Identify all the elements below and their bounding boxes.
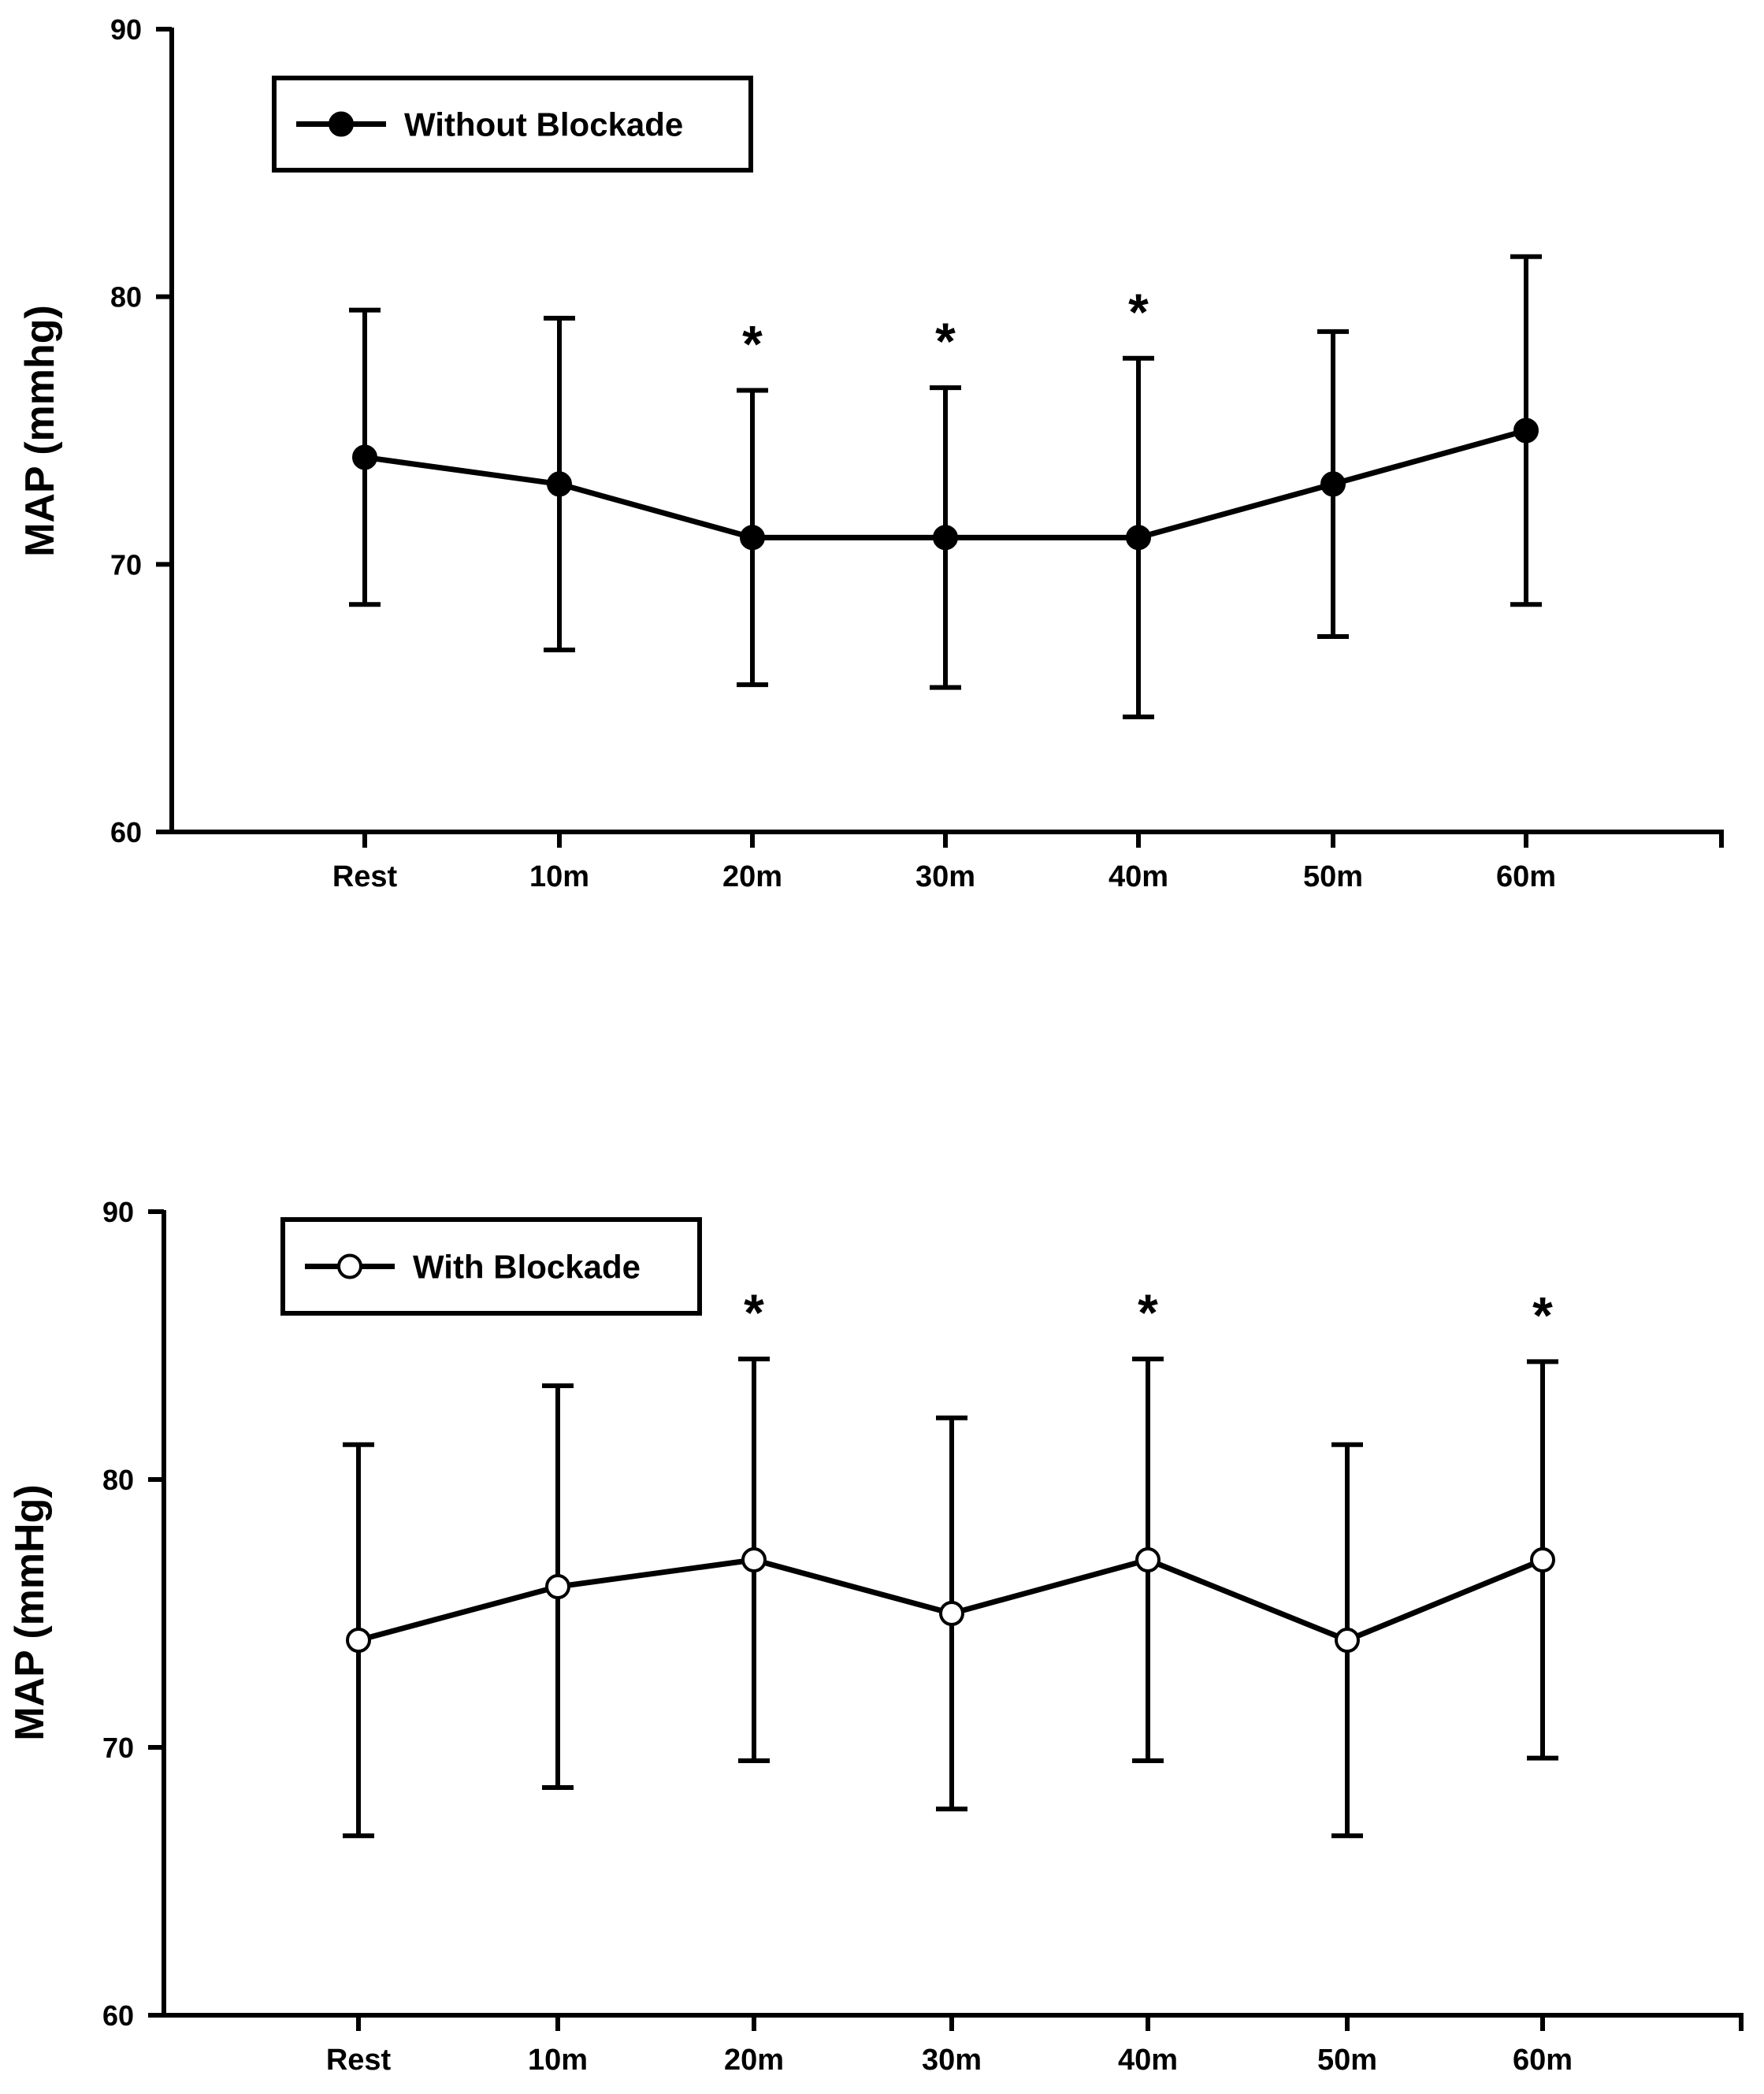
significance-marker: * (744, 1283, 764, 1342)
legend-marker-sample (337, 1253, 362, 1279)
x-tick-label: 20m (724, 2044, 784, 2077)
y-tick-label: 70 (102, 1732, 134, 1764)
data-point (545, 1574, 570, 1599)
data-point (1335, 1628, 1360, 1653)
data-point (1320, 471, 1346, 497)
x-tick-label: 50m (1303, 860, 1363, 893)
data-point (939, 1601, 964, 1626)
x-tick-label: 60m (1513, 2044, 1573, 2077)
data-point (547, 471, 572, 497)
data-point (1126, 525, 1151, 551)
y-tick-label: 60 (110, 816, 142, 848)
x-tick-label: 10m (529, 860, 589, 893)
x-tick-label: 30m (922, 2044, 982, 2077)
y-tick-label: 60 (102, 1999, 134, 2032)
x-tick-label: 40m (1118, 2044, 1178, 2077)
significance-marker: * (935, 312, 956, 370)
x-tick-label: 10m (528, 2044, 588, 2077)
data-point (933, 525, 958, 551)
x-tick-label: 30m (915, 860, 975, 893)
data-point (740, 525, 765, 551)
data-point (346, 1628, 371, 1653)
y-tick-label: 80 (110, 281, 142, 314)
significance-marker: * (1532, 1286, 1553, 1344)
x-tick-label: 20m (722, 860, 782, 893)
significance-marker: * (742, 315, 763, 373)
legend-label: Without Blockade (404, 106, 683, 143)
data-point (1135, 1547, 1161, 1572)
significance-marker: * (1138, 1283, 1158, 1342)
data-point (352, 444, 377, 470)
data-point (1530, 1547, 1555, 1572)
y-tick-label: 90 (110, 13, 142, 46)
x-tick-label: 50m (1317, 2044, 1377, 2077)
x-tick-label: Rest (332, 860, 398, 893)
y-tick-label: 70 (110, 548, 142, 581)
legend-marker-sample (329, 111, 354, 137)
data-point (1513, 418, 1539, 444)
chart-with-blockade: 60 70 80 90 Rest 10m 20m 30m 40m 50m 60m MAP (mmHg)… (7, 1196, 1744, 2077)
chart-without-blockade: 60 70 80 90 Rest 10m 20m 30m 40m 50m 60m MAP (mmhg)… (17, 13, 1724, 893)
x-tick-label: 40m (1109, 860, 1168, 893)
legend-label: With Blockade (413, 1249, 641, 1286)
y-tick-label: 80 (102, 1464, 134, 1496)
x-tick-label: 60m (1496, 860, 1556, 893)
data-point (741, 1547, 767, 1572)
y-axis-title: MAP (mmHg) (7, 1484, 53, 1740)
significance-marker: * (1128, 283, 1149, 341)
x-tick-label: Rest (326, 2044, 392, 2077)
y-tick-label: 90 (102, 1196, 134, 1228)
y-axis-title: MAP (mmhg) (17, 305, 63, 557)
